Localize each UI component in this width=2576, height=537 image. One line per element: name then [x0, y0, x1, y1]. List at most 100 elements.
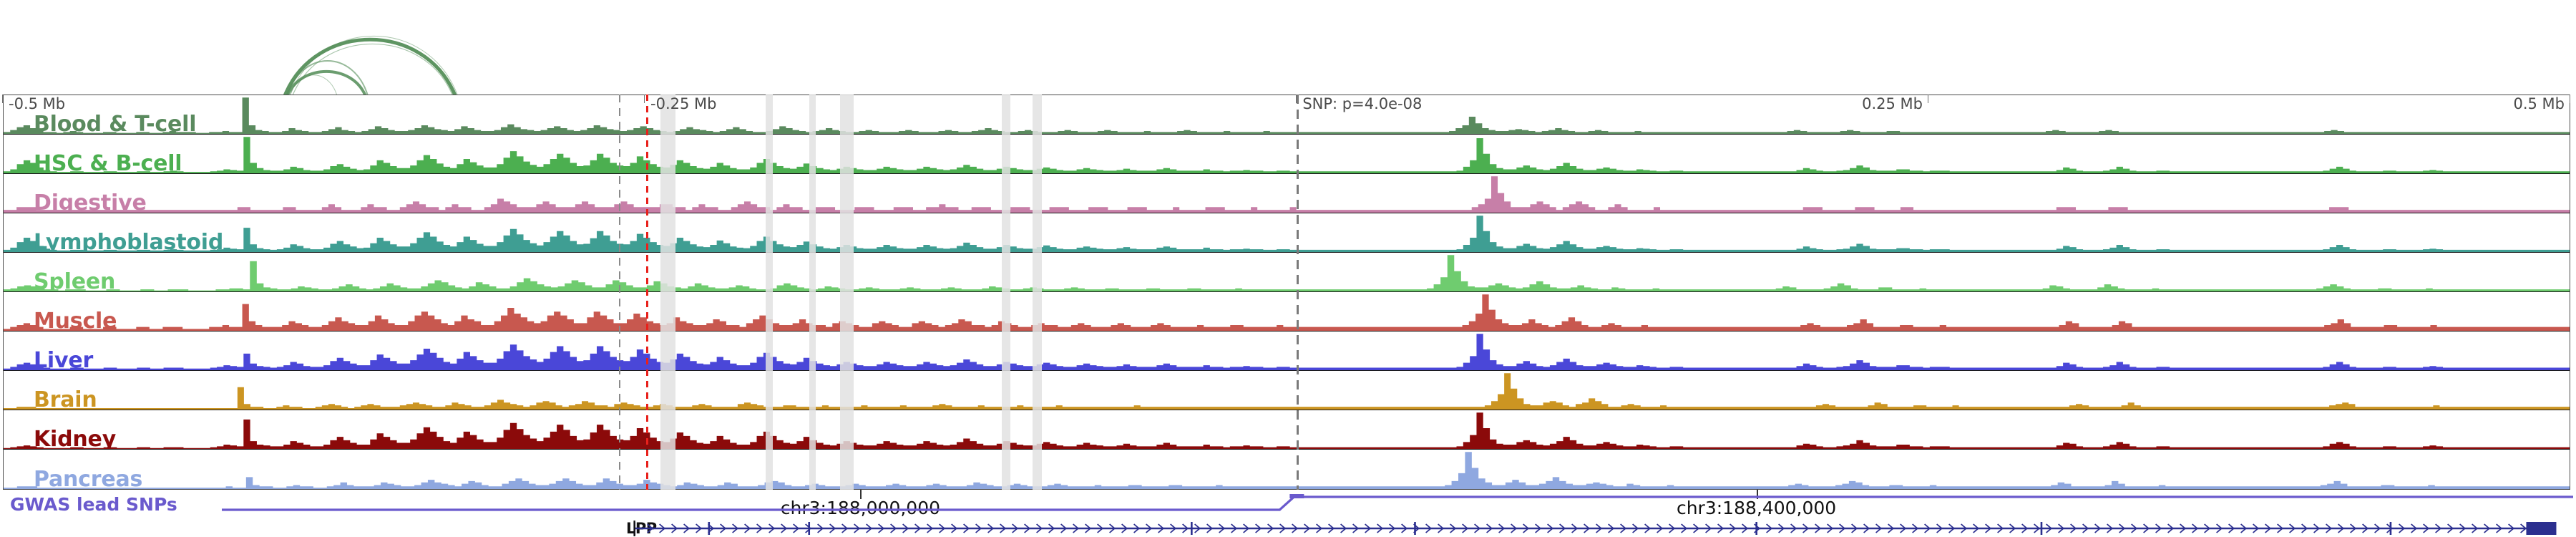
gene-exon-2 [808, 522, 811, 535]
interaction-arc-2 [290, 74, 337, 95]
gene-strand-arrow [2228, 523, 2235, 533]
gene-strand-arrow [1012, 523, 1019, 533]
track-label-liver: Liver [34, 348, 94, 371]
signal-profile [4, 176, 2570, 213]
gene-strand-arrow [793, 523, 800, 533]
gwas-line-svg [222, 494, 2573, 511]
gene-strand-arrow [1024, 523, 1031, 533]
gene-strand-arrow [1328, 523, 1335, 533]
gene-strand-arrow [1486, 523, 1493, 533]
gene-strand-arrow [1450, 523, 1457, 533]
gene-strand-arrow [2411, 523, 2418, 533]
gene-strand-arrow [866, 523, 873, 533]
track-row-blood-t-cell[interactable]: Blood & T-cell [4, 95, 2570, 135]
gene-strand-arrow [1620, 523, 1627, 533]
gene-strand-arrow [1961, 523, 1968, 533]
track-row-lymphoblastoid[interactable]: Lymphoblastoid [4, 213, 2570, 253]
track-row-kidney[interactable]: Kidney [4, 410, 2570, 450]
gwas-baseline [222, 495, 2573, 511]
gene-strand-arrow [2046, 523, 2053, 533]
gene-strand-arrow [1875, 523, 1883, 533]
gene-strand-arrow [1535, 523, 1542, 533]
gene-strand-arrow [1182, 523, 1189, 533]
gene-strand-arrow [1255, 523, 1262, 533]
signal-area [4, 412, 2570, 449]
gene-strand-arrow [659, 523, 666, 533]
gene-strand-arrow [1608, 523, 1615, 533]
gene-strand-arrow [1912, 523, 1919, 533]
gene-strand-arrow [2496, 523, 2503, 533]
gene-strand-arrow [2508, 523, 2515, 533]
gene-strand-arrow [1036, 523, 1043, 533]
track-row-hsc-b-cell[interactable]: HSC & B-cell [4, 135, 2570, 174]
gene-exon-3 [1191, 522, 1193, 535]
gene-strand-arrow [2021, 523, 2029, 533]
gene-strand-arrow [2143, 523, 2150, 533]
gene-terminal-exon [2526, 522, 2557, 535]
signal-tracks-panel: Blood & T-cell HSC & B-cell Digestive Lymph… [3, 95, 2570, 490]
gene-strand-arrow [683, 523, 691, 533]
signal-area [4, 97, 2570, 134]
gene-strand-arrow [2520, 523, 2527, 533]
signal-profile [4, 255, 2570, 291]
track-label-digestive: Digestive [34, 190, 147, 213]
track-label-pancreas: Pancreas [34, 467, 143, 490]
gene-strand-arrow [854, 523, 861, 533]
gene-strand-arrow [2484, 523, 2491, 533]
gene-strand-arrow [720, 523, 727, 533]
gene-strand-arrow [2192, 523, 2199, 533]
arcs-svg [283, 35, 458, 95]
gene-exon-4 [1414, 522, 1416, 535]
gene-strand-arrow [2472, 523, 2479, 533]
gene-strand-arrow [878, 523, 885, 533]
gene-strand-arrow [1060, 523, 1068, 533]
gene-strand-arrow [744, 523, 751, 533]
gene-strand-arrow [2094, 523, 2102, 533]
gene-strand-arrow [647, 523, 654, 533]
gwas-lead-snps-track[interactable]: GWAS lead SNPs [0, 494, 2576, 518]
gene-strand-arrow [2107, 523, 2114, 533]
gene-strand-arrow [1559, 523, 1566, 533]
gene-strand-arrow [1085, 523, 1092, 533]
gene-strand-arrow [1097, 523, 1104, 533]
gene-strand-arrow [2350, 523, 2357, 533]
gene-strand-arrow [2119, 523, 2126, 533]
gene-strand-arrow [1048, 523, 1055, 533]
signal-area [4, 452, 2570, 489]
gene-track[interactable]: LPP [0, 518, 2576, 537]
gene-strand-arrow [2338, 523, 2345, 533]
track-label-kidney: Kidney [34, 427, 117, 450]
gene-strand-arrow [2058, 523, 2065, 533]
gene-strand-arrow [1644, 523, 1652, 533]
track-row-brain[interactable]: Brain [4, 371, 2570, 410]
track-row-liver[interactable]: Liver [4, 332, 2570, 371]
signal-profile [4, 216, 2570, 252]
gene-strand-arrow [1206, 523, 1214, 533]
gene-strand-arrow [1365, 523, 1372, 533]
track-row-digestive[interactable]: Digestive [4, 174, 2570, 213]
gene-strand-arrow [1948, 523, 1956, 533]
gene-strand-arrow [805, 523, 812, 533]
gene-strand-arrow [1815, 523, 1822, 533]
track-row-pancreas[interactable]: Pancreas [4, 450, 2570, 489]
gene-strand-arrow [902, 523, 909, 533]
gene-strand-arrow [1863, 523, 1870, 533]
gene-exon-7 [2389, 522, 2392, 535]
gene-strand-arrow [1851, 523, 1858, 533]
gene-strand-arrow [1316, 523, 1323, 533]
gene-strand-arrow [2240, 523, 2248, 533]
interaction-arc-3 [283, 37, 457, 95]
track-row-spleen[interactable]: Spleen [4, 253, 2570, 292]
gene-strand-arrow [1632, 523, 1639, 533]
track-label-spleen: Spleen [34, 269, 116, 292]
gwas-lead-snp-marker[interactable] [1289, 494, 1304, 498]
gene-strand-arrow [2399, 523, 2406, 533]
interaction-arc-4 [292, 44, 453, 95]
gene-strand-arrow [1742, 523, 1749, 533]
gene-strand-arrow [2180, 523, 2187, 533]
interaction-arc-1 [287, 60, 369, 95]
track-row-muscle[interactable]: Muscle [4, 292, 2570, 332]
track-label-lymphoblastoid: Lymphoblastoid [34, 230, 224, 253]
gene-strand-arrow [2277, 523, 2284, 533]
interaction-arc-5 [290, 35, 458, 95]
